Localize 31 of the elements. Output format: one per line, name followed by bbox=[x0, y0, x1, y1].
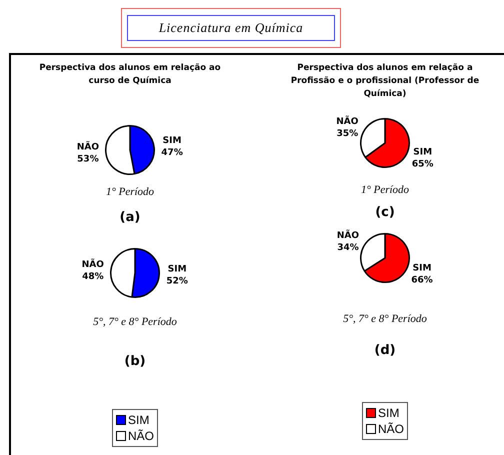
text: (c) bbox=[374, 205, 396, 220]
legend-label: NÃO bbox=[378, 421, 404, 437]
slice-label: SIM bbox=[413, 148, 432, 158]
text: Licenciatura em Química bbox=[127, 15, 335, 41]
data-label: 47% bbox=[161, 148, 183, 158]
text: 5°, 7° e 8° Período bbox=[92, 316, 178, 328]
text: 1° Período bbox=[360, 184, 410, 196]
chart-subtitle: Perspectiva dos alunos em relação ao curso de Química bbox=[38, 62, 222, 88]
text: 5°, 7° e 8° Período bbox=[342, 313, 428, 325]
slice-label: SIM bbox=[162, 136, 182, 146]
legend-label: SIM bbox=[378, 405, 400, 421]
data-label: 34% bbox=[337, 243, 359, 254]
slice-label: SIM bbox=[412, 264, 432, 274]
data-label: 65% bbox=[412, 160, 434, 170]
legend-label: NÃO bbox=[128, 428, 154, 444]
text: (b) bbox=[123, 354, 147, 369]
slice-label: NÃO bbox=[336, 229, 360, 242]
data-label: 35% bbox=[336, 129, 358, 139]
data-label: 53% bbox=[77, 154, 99, 165]
text: 1° Período bbox=[104, 186, 156, 198]
slice-label: SIM bbox=[168, 264, 187, 274]
slice-label: NÃO bbox=[76, 140, 100, 153]
legend-label: SIM bbox=[128, 412, 150, 428]
text: (d) bbox=[373, 343, 397, 358]
chart-subtitle: Perspectiva dos alunos em relação a Profissão e o profissional (Professor de Química) bbox=[290, 62, 480, 101]
slice-label: NÃO bbox=[82, 258, 104, 270]
data-label: 48% bbox=[82, 272, 104, 282]
data-label: 66% bbox=[411, 276, 433, 286]
data-label: 52% bbox=[166, 276, 188, 286]
slice-label: NÃO bbox=[336, 115, 359, 127]
text: (a) bbox=[118, 210, 142, 225]
